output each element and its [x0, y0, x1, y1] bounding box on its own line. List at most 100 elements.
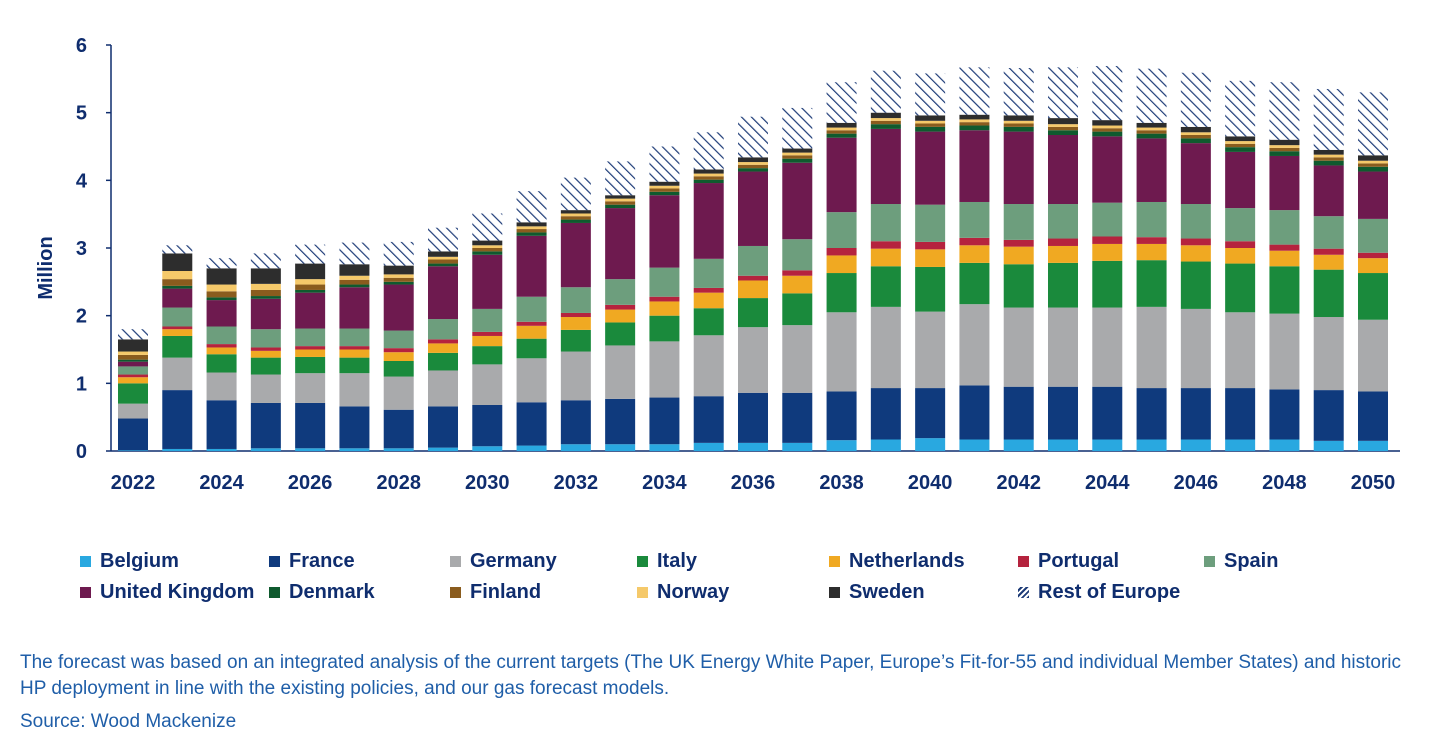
bar-segment-spain	[1180, 204, 1211, 239]
bar-segment-norway	[1003, 120, 1034, 124]
bar-segment-sweden	[1092, 120, 1123, 126]
bar-segment-italy	[162, 335, 193, 358]
bar-segment-united-kingdom	[118, 361, 148, 367]
bar-segment-denmark	[428, 263, 458, 267]
bar-stack	[1003, 68, 1034, 451]
bar-segment-united-kingdom	[428, 266, 458, 320]
bar-segment-italy	[605, 322, 636, 346]
bar-segment-italy	[870, 266, 901, 307]
bar-segment-germany	[118, 403, 148, 419]
bar-segment-denmark	[738, 168, 768, 172]
x-axis: 2022 2024 2026 2028 2030 2032 2034 2036 2038 2040…	[111, 450, 1400, 494]
bar-segment-italy	[118, 383, 148, 404]
bar-segment-sweden	[383, 265, 414, 275]
bar-segment-sweden	[206, 268, 237, 285]
bar-segment-rest-of-europe	[162, 245, 193, 254]
bar-segment-portugal	[295, 346, 326, 350]
bar-segment-finland	[605, 201, 636, 205]
bar-segment-spain	[472, 308, 503, 332]
bar-segment-rest-of-europe	[250, 253, 281, 269]
y-tick-label: 0	[76, 441, 87, 463]
bar-segment-italy	[1225, 263, 1256, 313]
bar-stack	[118, 329, 148, 451]
bar-segment-norway	[162, 271, 193, 280]
bar-segment-germany	[605, 345, 636, 399]
legend-swatch	[1018, 556, 1029, 567]
bar-segment-united-kingdom	[472, 254, 503, 309]
bar-segment-italy	[649, 315, 680, 342]
bar-segment-norway	[870, 118, 901, 121]
bar-segment-norway	[1358, 160, 1388, 164]
bar-segment-italy	[1092, 260, 1123, 308]
bar-segment-germany	[162, 357, 193, 391]
bar-segment-rest-of-europe	[1092, 65, 1123, 121]
bar-segment-finland	[1180, 134, 1211, 139]
bar-stack	[959, 67, 990, 451]
bar-segment-sweden	[516, 222, 547, 227]
bar-segment-portugal	[1269, 244, 1300, 251]
bar-segment-france	[295, 402, 326, 449]
bar-segment-finland	[339, 279, 370, 285]
bar-segment-norway	[428, 256, 458, 260]
bar-segment-rest-of-europe	[1358, 92, 1388, 156]
bar-segment-france	[118, 418, 148, 451]
bar-segment-france	[1313, 390, 1344, 441]
bar-segment-united-kingdom	[250, 298, 281, 330]
bar-stack	[1269, 82, 1300, 451]
x-tick-label: 2022	[111, 472, 156, 494]
bar-segment-finland	[782, 155, 813, 159]
bar-segment-spain	[206, 326, 237, 345]
bar-segment-italy	[693, 308, 724, 336]
y-tick-label: 1	[76, 373, 87, 395]
bar-segment-italy	[738, 298, 768, 328]
bar-segment-germany	[472, 364, 503, 405]
bar-segment-sweden	[1003, 115, 1034, 121]
bar-segment-united-kingdom	[295, 292, 326, 329]
bar-segment-portugal	[560, 312, 591, 318]
legend-item: Denmark	[269, 577, 375, 608]
legend-label: Spain	[1224, 550, 1279, 572]
bar-segment-italy	[782, 293, 813, 326]
bar-segment-norway	[250, 283, 281, 290]
legend-swatch	[269, 556, 280, 567]
bar-segment-germany	[206, 372, 237, 401]
bar-stack	[1225, 80, 1256, 451]
legend-label: Sweden	[849, 581, 925, 603]
x-tick-label: 2038	[819, 472, 864, 494]
bar-segment-portugal	[693, 287, 724, 293]
bar-segment-finland	[472, 248, 503, 252]
bar-segment-portugal	[870, 241, 901, 249]
bar-segment-spain	[428, 319, 458, 340]
bar-segment-france	[428, 406, 458, 448]
bar-segment-finland	[250, 289, 281, 297]
bar-segment-sweden	[870, 112, 901, 119]
bars	[118, 65, 1388, 451]
bar-segment-portugal	[1003, 239, 1034, 247]
bar-segment-france	[339, 406, 370, 449]
bar-segment-france	[1358, 391, 1388, 441]
bar-segment-belgium	[516, 445, 547, 451]
legend-row: United Kingdom Denmark Finland Norway Sweden…	[80, 577, 1420, 608]
bar-segment-denmark	[782, 158, 813, 163]
bar-segment-portugal	[1092, 236, 1123, 244]
legend-label: Denmark	[289, 581, 375, 603]
footnote: The forecast was based on an integrated …	[20, 652, 1402, 699]
chart-area: 0 1 2 3 4 5 6 2022 2024 2026 2028 2030 2032 2034 2036…	[35, 35, 1400, 494]
bar-segment-sweden	[605, 195, 636, 199]
bar-segment-portugal	[826, 248, 857, 256]
bar-segment-denmark	[1003, 126, 1034, 132]
bar-segment-netherlands	[738, 280, 768, 299]
bar-segment-germany	[295, 373, 326, 403]
bar-segment-united-kingdom	[206, 300, 237, 327]
bar-segment-portugal	[649, 296, 680, 302]
bar-segment-germany	[516, 358, 547, 403]
legend-label: Finland	[470, 581, 542, 603]
bar-segment-portugal	[915, 241, 946, 250]
legend-swatch	[269, 587, 280, 598]
bar-segment-netherlands	[959, 245, 990, 263]
bar-segment-france	[1269, 389, 1300, 440]
x-tick-label: 2046	[1174, 472, 1219, 494]
bar-segment-netherlands	[649, 301, 680, 316]
bar-segment-netherlands	[1269, 250, 1300, 267]
bar-segment-belgium	[1048, 439, 1078, 451]
